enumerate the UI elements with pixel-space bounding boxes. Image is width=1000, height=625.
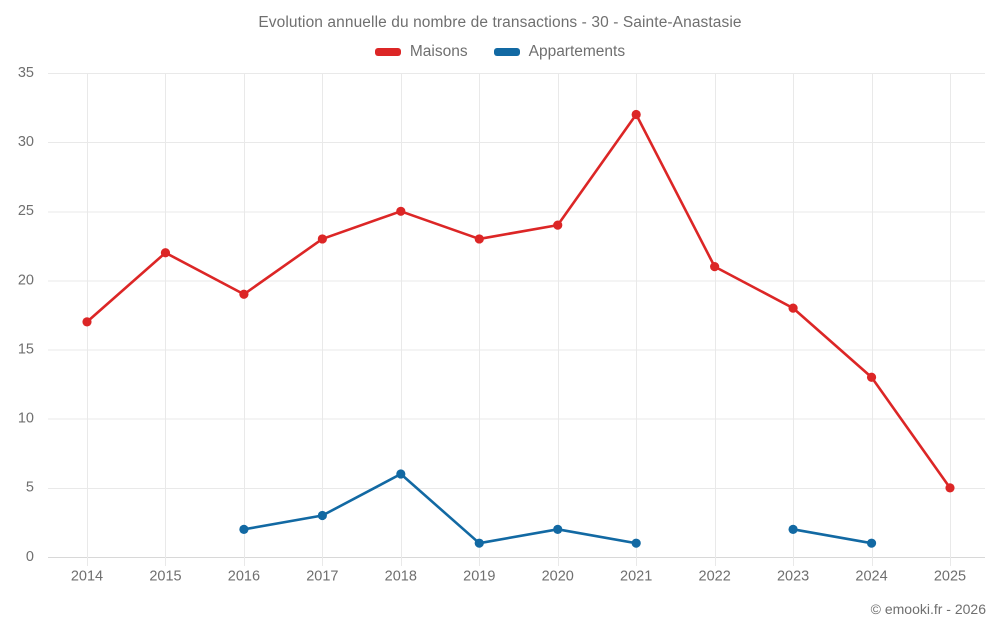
y-axis-tick-label: 5 <box>26 480 34 496</box>
data-point-maisons-2018[interactable] <box>396 206 406 216</box>
chart-title: Evolution annuelle du nombre de transact… <box>258 14 742 31</box>
data-point-maisons-2019[interactable] <box>474 234 484 244</box>
x-axis-tick-label: 2015 <box>149 569 181 585</box>
x-axis-tick-label: 2023 <box>777 569 809 585</box>
legend-item-maisons[interactable]: Maisons <box>374 43 468 61</box>
data-point-appartements-2018[interactable] <box>396 469 406 479</box>
data-point-appartements-2020[interactable] <box>553 524 563 534</box>
data-point-maisons-2017[interactable] <box>317 234 327 244</box>
y-axis-tick-label: 10 <box>18 411 34 427</box>
y-axis-tick-label: 15 <box>18 341 34 357</box>
data-point-appartements-2016[interactable] <box>239 524 249 534</box>
chart-legend: Maisons Appartements <box>0 43 1000 61</box>
data-point-appartements-2019[interactable] <box>474 538 484 548</box>
y-axis-tick-label: 35 <box>18 65 34 81</box>
data-point-maisons-2024[interactable] <box>866 372 877 382</box>
x-axis-tick-label: 2022 <box>699 569 731 585</box>
x-axis-tick-label: 2016 <box>228 569 260 585</box>
x-axis-tick-label: 2017 <box>306 569 338 585</box>
data-point-maisons-2015[interactable] <box>160 248 171 258</box>
footer-credit: © emooki.fr - 2026 <box>870 601 986 617</box>
x-axis-tick-label: 2019 <box>463 569 495 585</box>
data-point-maisons-2025[interactable] <box>945 483 955 493</box>
data-point-maisons-2020[interactable] <box>553 220 563 230</box>
series-line-maisons <box>85 113 952 490</box>
y-axis-tick-label: 30 <box>18 134 34 150</box>
data-point-appartements-2023[interactable] <box>788 524 798 534</box>
y-axis-tick-label: 25 <box>18 203 34 219</box>
x-axis-tick-label: 2014 <box>71 569 103 585</box>
data-point-maisons-2021[interactable] <box>631 109 641 120</box>
data-point-maisons-2014[interactable] <box>82 317 92 327</box>
legend-swatch-appartements <box>493 48 520 56</box>
x-axis-tick-label: 2020 <box>542 569 574 585</box>
data-point-maisons-2023[interactable] <box>788 303 798 313</box>
y-axis-tick-label: 0 <box>26 549 34 565</box>
x-axis-tick-label: 2021 <box>620 569 652 585</box>
legend-item-appartements[interactable]: Appartements <box>493 43 626 61</box>
x-axis-tick-label: 2025 <box>934 569 966 585</box>
y-axis-tick-label: 20 <box>18 272 34 288</box>
x-axis-tick-label: 2018 <box>385 569 417 585</box>
data-point-appartements-2024[interactable] <box>866 538 877 548</box>
data-point-appartements-2021[interactable] <box>631 538 641 548</box>
series-line-appartements <box>242 472 638 545</box>
legend-label-maisons: Maisons <box>409 43 468 60</box>
legend-label-appartements: Appartements <box>528 43 626 60</box>
x-axis-tick-label: 2024 <box>855 569 887 585</box>
data-point-maisons-2016[interactable] <box>239 289 249 299</box>
data-point-maisons-2022[interactable] <box>710 262 720 272</box>
data-point-appartements-2017[interactable] <box>317 510 327 521</box>
series-line-appartements <box>791 528 873 545</box>
legend-swatch-maisons <box>374 48 401 56</box>
